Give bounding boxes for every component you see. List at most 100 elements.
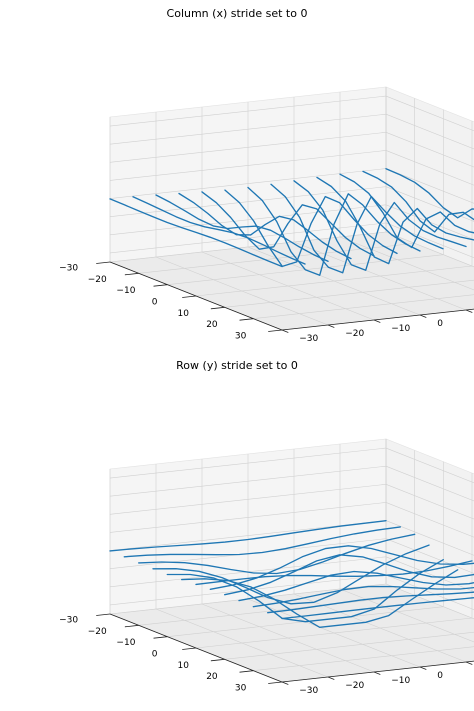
y-tick-mark — [465, 309, 473, 313]
wire-line — [385, 168, 474, 219]
x-tick-mark — [182, 295, 197, 298]
y-tick-mark — [419, 314, 427, 318]
chart-row-stride: Row (y) stride set to 0 −30 −20 −10 0 10 20 30… — [59, 359, 474, 696]
z-grid-line — [109, 484, 387, 515]
x-tick-mark — [96, 261, 111, 264]
x-tick-label: 10 — [178, 309, 190, 319]
wireframe-lines — [109, 520, 474, 628]
x-tick-labels: −30 −20 −10 0 10 20 30 — [59, 616, 246, 694]
y-grid-line — [339, 588, 474, 643]
x-tick-mark — [153, 636, 168, 639]
x-tick-label: 20 — [206, 672, 218, 682]
chart-title: Row (y) stride set to 0 — [176, 359, 298, 372]
wire-line — [238, 570, 474, 602]
x-tick-label: 20 — [206, 320, 218, 330]
y-tick-label: −10 — [391, 676, 410, 686]
wire-line — [123, 526, 401, 558]
x-tick-mark — [182, 647, 197, 650]
chart-title: Column (x) stride set to 0 — [167, 7, 308, 20]
y-tick-label: 0 — [437, 319, 443, 329]
z-grid-line — [385, 204, 474, 240]
x-tick-label: 30 — [235, 332, 247, 342]
axes-edges — [96, 261, 474, 333]
wire-line — [224, 554, 474, 596]
y-tick-mark — [281, 329, 289, 333]
y-tick-mark — [373, 671, 381, 675]
chart-column-stride: Column (x) stride set to 0 −30 −20 −10 0 10 2… — [59, 7, 474, 344]
y-grid-line — [293, 241, 467, 311]
y-tick-label: −20 — [345, 681, 364, 691]
x-tick-label: 0 — [152, 650, 158, 660]
x-tick-label: −30 — [59, 616, 78, 626]
x-tick-mark — [239, 318, 254, 321]
wire-line — [281, 597, 474, 620]
wire-line — [152, 544, 430, 605]
z-grid-line — [385, 95, 474, 132]
x-tick-mark — [153, 284, 168, 287]
z-grid-line — [385, 447, 474, 484]
y-tick-mark — [373, 319, 381, 323]
z-grid-line — [109, 186, 387, 217]
wire-line — [155, 194, 329, 262]
x-tick-label: −20 — [88, 627, 107, 637]
wire-line — [267, 591, 474, 614]
x-tick-mark — [124, 272, 139, 276]
y-grid-line — [247, 598, 421, 668]
x-tick-label: 0 — [152, 298, 158, 308]
x-tick-mark — [96, 613, 111, 616]
x-tick-mark — [210, 306, 225, 310]
z-grid-line — [385, 113, 474, 150]
z-grid-line — [109, 95, 387, 127]
y-tick-label: 0 — [437, 671, 443, 681]
x-tick-mark — [239, 670, 254, 673]
wire-line — [178, 192, 352, 260]
z-grid-line — [385, 132, 474, 168]
z-grid-line — [385, 484, 474, 520]
z-grid-line — [385, 520, 474, 556]
y-tick-mark — [281, 681, 289, 685]
wire-line — [362, 170, 474, 233]
z-grid-line — [109, 502, 387, 533]
wire-line — [195, 560, 473, 586]
wire-line — [247, 186, 421, 276]
y-tick-label: −30 — [299, 334, 318, 344]
z-grid-line — [109, 204, 387, 236]
z-grid-line — [109, 132, 387, 163]
x-tick-mark — [124, 624, 139, 628]
wire-line — [138, 533, 416, 575]
axes-edges — [96, 613, 474, 685]
y-tick-mark — [327, 324, 335, 328]
wire-line — [109, 198, 283, 268]
x-tick-labels: −30 −20 −10 0 10 20 30 — [59, 264, 246, 342]
y-grid-line — [155, 256, 329, 326]
z-grid-line — [385, 574, 474, 611]
z-grid-line — [109, 447, 387, 479]
wire-line — [270, 183, 444, 274]
y-grid-line — [155, 608, 329, 678]
wire-line — [132, 196, 306, 265]
axes-panes — [109, 86, 474, 331]
wire-line — [252, 585, 474, 608]
y-tick-mark — [327, 676, 335, 680]
wire-line — [316, 176, 474, 265]
y-tick-label: −20 — [345, 329, 364, 339]
z-grid-line — [385, 502, 474, 538]
z-grid-line — [385, 556, 474, 592]
y-grid-line — [201, 251, 375, 321]
wireframe-lines — [109, 168, 474, 276]
y-tick-mark — [465, 661, 473, 665]
z-grid-line — [109, 150, 387, 181]
z-grid-line — [109, 465, 387, 497]
z-grid-line — [385, 168, 474, 204]
z-grid-line — [385, 186, 474, 222]
x-tick-label: −30 — [59, 264, 78, 274]
z-grid-line — [385, 465, 474, 502]
y-tick-label: −30 — [299, 686, 318, 696]
x-tick-mark — [210, 658, 225, 662]
y-grid-line — [385, 231, 474, 268]
z-grid-line — [385, 222, 474, 259]
z-grid-line — [109, 113, 387, 145]
